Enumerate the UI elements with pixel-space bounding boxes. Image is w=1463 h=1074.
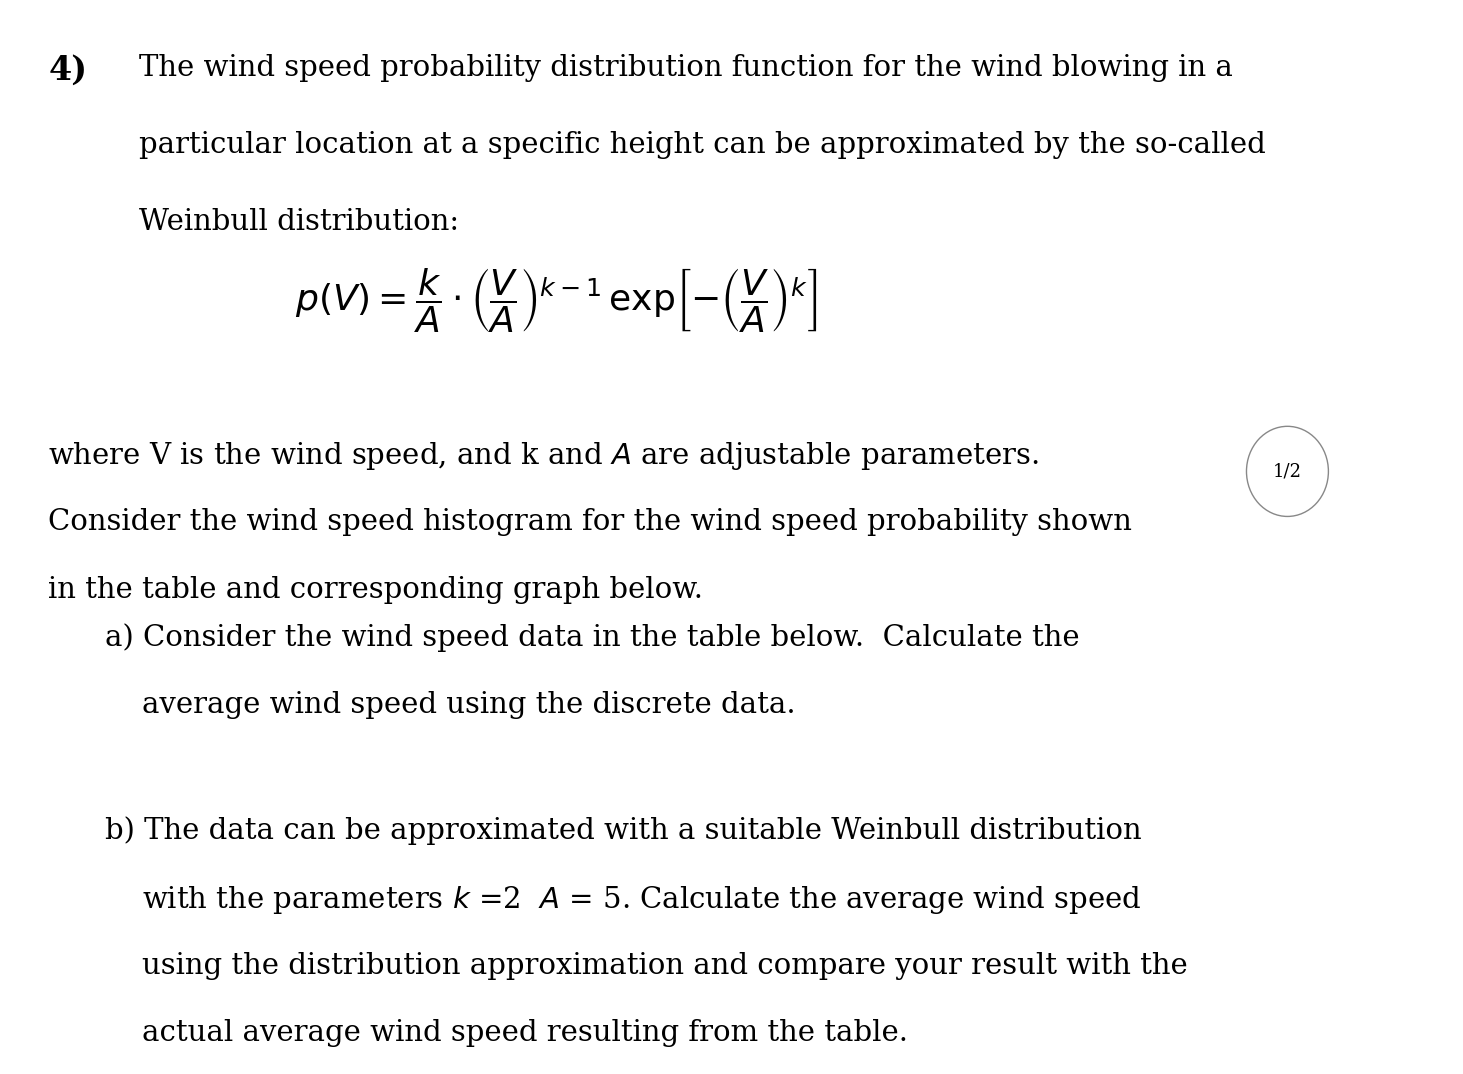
Text: $p(V)=\dfrac{k}{A}\cdot\left(\dfrac{V}{A}\right)^{k-1}\,\mathrm{exp}\left[-\left: $p(V)=\dfrac{k}{A}\cdot\left(\dfrac{V}{A… [294, 266, 818, 335]
Text: using the distribution approximation and compare your result with the: using the distribution approximation and… [105, 952, 1188, 979]
Text: 1/2: 1/2 [1273, 463, 1302, 480]
Text: in the table and corresponding graph below.: in the table and corresponding graph bel… [48, 576, 704, 604]
Text: actual average wind speed resulting from the table.: actual average wind speed resulting from… [105, 1019, 909, 1047]
Text: Weinbull distribution:: Weinbull distribution: [139, 208, 459, 236]
Text: b) The data can be approximated with a suitable Weinbull distribution: b) The data can be approximated with a s… [105, 816, 1143, 845]
Text: 4): 4) [48, 54, 88, 87]
Text: Consider the wind speed histogram for the wind speed probability shown: Consider the wind speed histogram for th… [48, 508, 1132, 536]
Text: with the parameters $\mathit{k}$ =2  $\mathit{A}$ = 5. Calculate the average win: with the parameters $\mathit{k}$ =2 $\ma… [105, 884, 1143, 916]
Text: where V is the wind speed, and k and $\mathit{A}$ are adjustable parameters.: where V is the wind speed, and k and $\m… [48, 440, 1039, 473]
Text: average wind speed using the discrete data.: average wind speed using the discrete da… [105, 691, 796, 719]
Text: a) Consider the wind speed data in the table below.  Calculate the: a) Consider the wind speed data in the t… [105, 623, 1080, 652]
Ellipse shape [1246, 426, 1328, 517]
Text: The wind speed probability distribution function for the wind blowing in a: The wind speed probability distribution … [139, 54, 1233, 82]
Text: particular location at a specific height can be approximated by the so-called: particular location at a specific height… [139, 131, 1265, 159]
